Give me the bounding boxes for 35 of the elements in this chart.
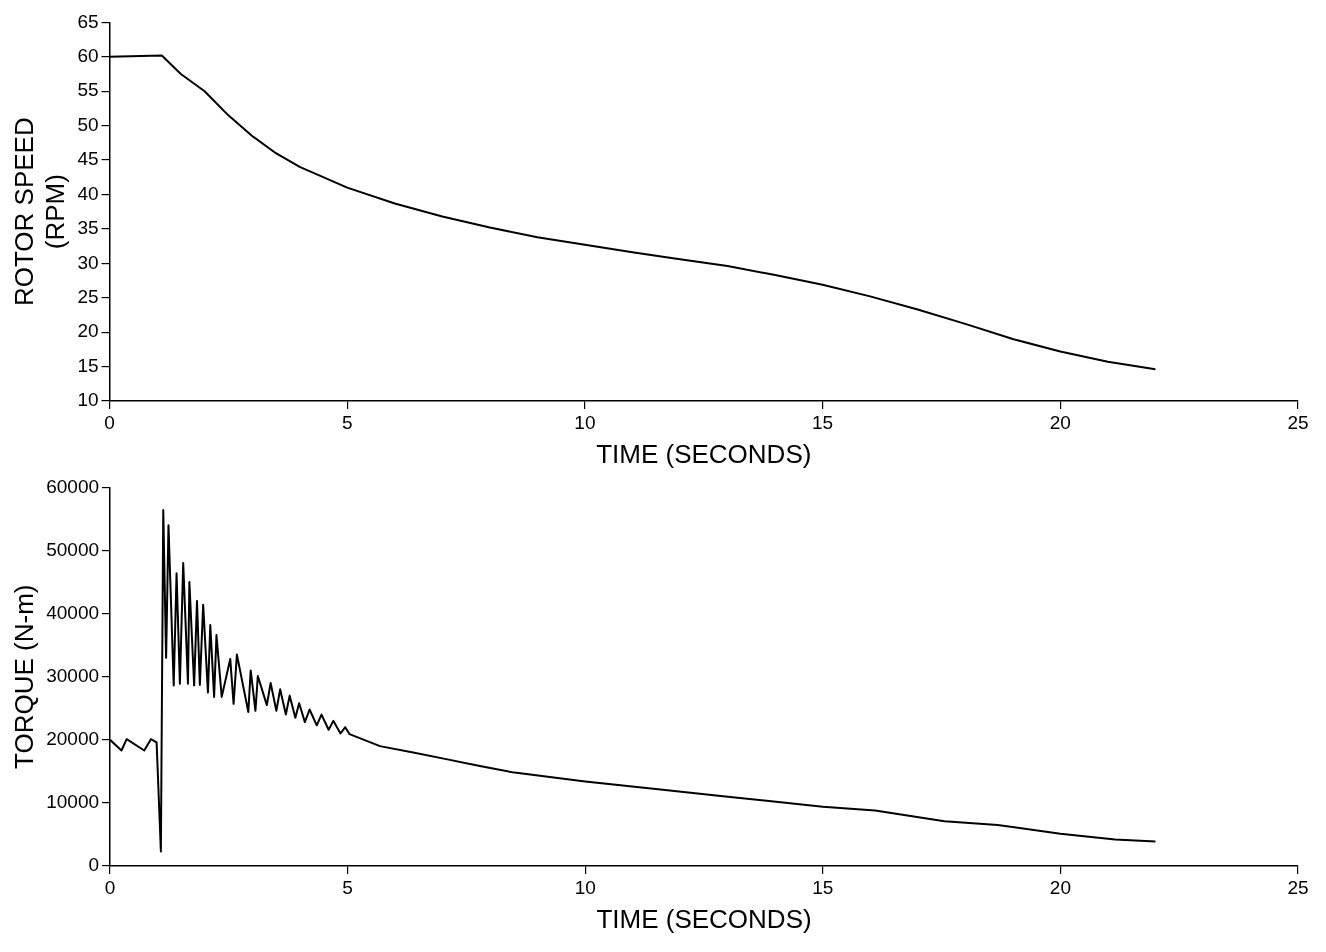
y-tick-label: 35 [77, 217, 99, 239]
x-tick-label: 5 [342, 876, 353, 898]
x-tick-label: 20 [1049, 876, 1071, 898]
y-tick-label: 50000 [46, 538, 100, 560]
y-tick-label: 40 [77, 182, 99, 204]
x-tick-label: 15 [812, 411, 834, 433]
y-axis-title: ROTOR SPEED (RPM) [8, 117, 70, 307]
y-tick-label: 60000 [46, 475, 100, 497]
y-tick-label: 30000 [46, 664, 100, 686]
x-tick-label: 5 [341, 411, 353, 433]
y-tick-label: 65 [77, 10, 99, 32]
y-tick-label: 10000 [46, 791, 100, 813]
y-tick-label: 55 [77, 79, 99, 101]
x-axis-title: TIME (SECONDS) [596, 438, 812, 469]
x-tick-label: 10 [574, 411, 596, 433]
y-tick-label: 20000 [46, 728, 100, 750]
x-tick-label: 25 [1287, 876, 1309, 898]
y-tick-label: 25 [77, 285, 99, 307]
y-tick-label: 60 [77, 45, 99, 67]
x-tick-label: 10 [574, 876, 596, 898]
y-tick-label: 40000 [46, 601, 100, 623]
y-tick-label: 45 [77, 148, 99, 170]
x-tick-label: 0 [104, 876, 116, 898]
y-tick-label: 20 [77, 320, 99, 342]
y-axis-title: TORQUE (N-m) [8, 584, 39, 769]
y-tick-label: 0 [88, 854, 100, 876]
x-tick-label: 25 [1287, 411, 1309, 433]
y-tick-label: 50 [77, 113, 99, 135]
y-tick-label: 30 [77, 251, 99, 273]
x-tick-label: 0 [104, 411, 115, 433]
y-tick-label: 15 [77, 354, 99, 376]
x-tick-label: 20 [1049, 411, 1071, 433]
x-tick-label: 15 [812, 876, 834, 898]
y-tick-label: 10 [77, 389, 99, 411]
x-axis-title: TIME (SECONDS) [596, 903, 812, 934]
